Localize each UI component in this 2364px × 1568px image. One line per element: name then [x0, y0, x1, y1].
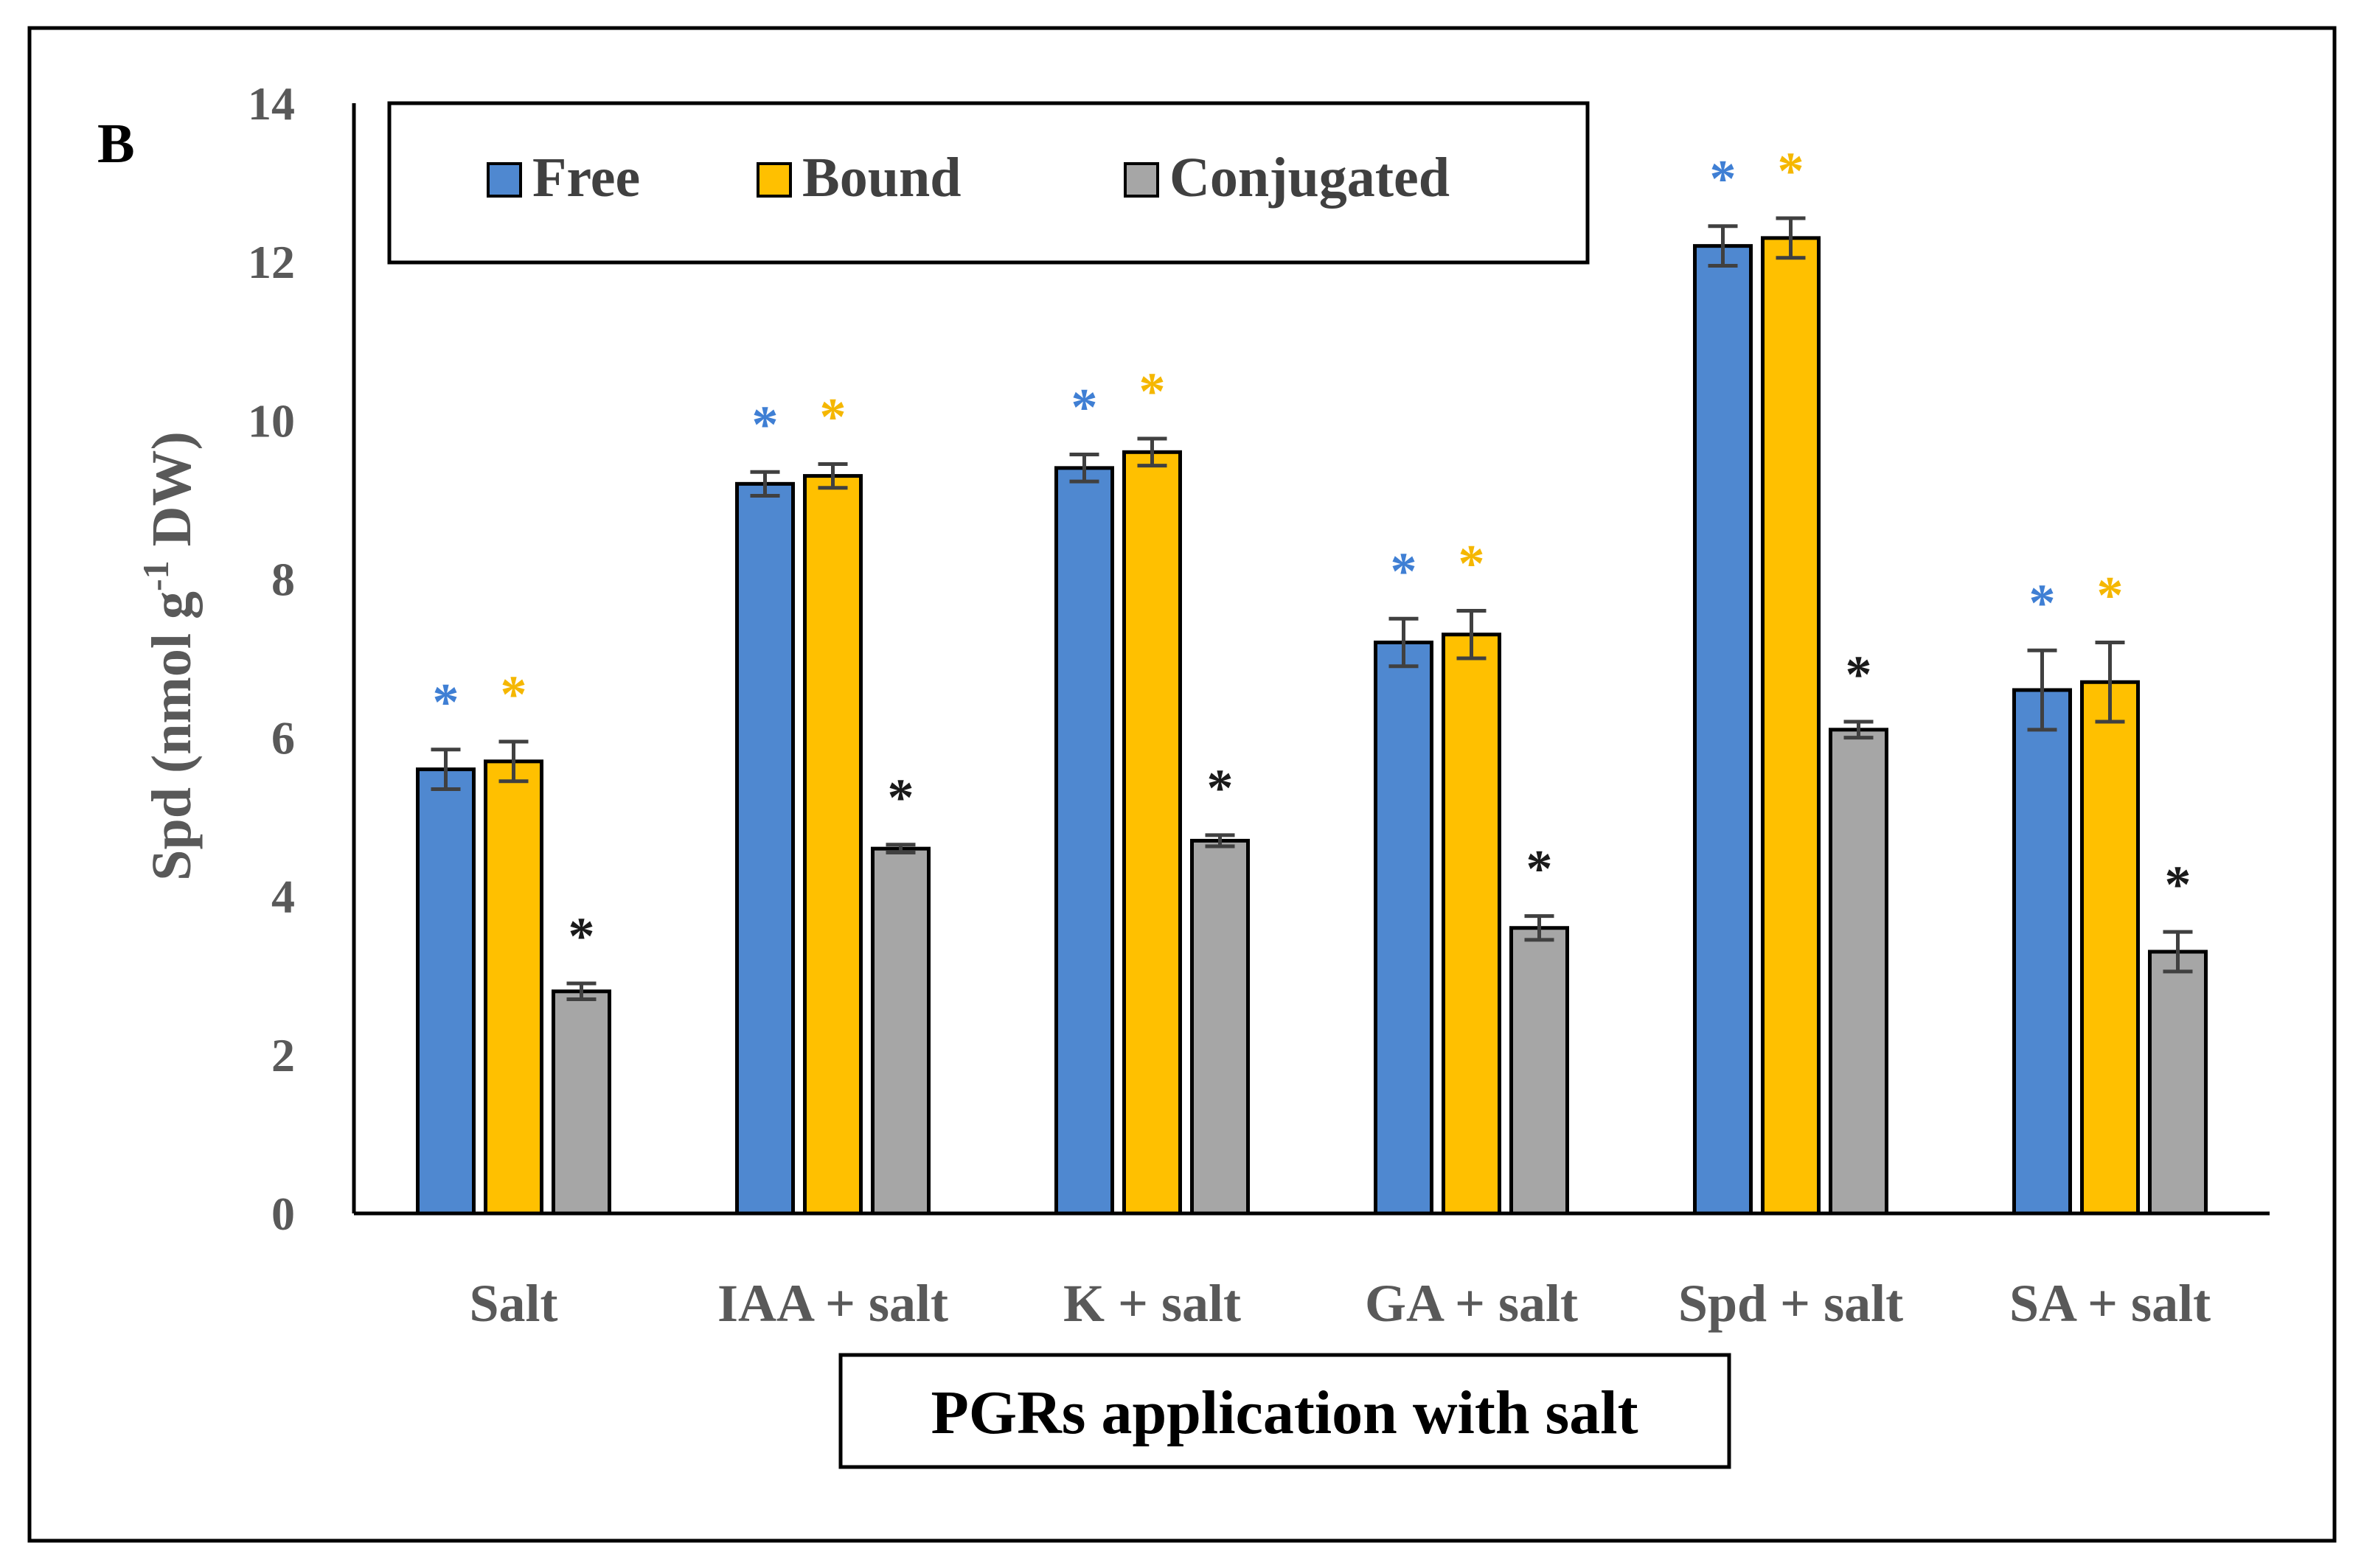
- significance-star: *: [1207, 759, 1234, 818]
- bar: [2080, 680, 2140, 1216]
- legend-label: Free: [532, 147, 640, 209]
- bar: [416, 767, 476, 1216]
- x-category-label: K + salt: [1063, 1274, 1241, 1333]
- x-category-label: Salt: [469, 1274, 557, 1333]
- category-labels: Salt IAA + salt K + salt GA + salt Spd + sal…: [469, 1274, 2211, 1333]
- y-ticks: 0 2 4 6 8 10 12 14: [248, 77, 295, 1240]
- bar: [871, 846, 931, 1216]
- significance-star: *: [1846, 645, 1872, 704]
- significance-star: *: [2165, 855, 2191, 914]
- bar: [1122, 450, 1182, 1216]
- significance-star: *: [752, 395, 779, 454]
- bar: [2012, 688, 2072, 1216]
- bar: [552, 989, 611, 1216]
- bar: [484, 759, 543, 1216]
- x-category-label: Spd + salt: [1678, 1274, 1903, 1333]
- y-axis-label-main: Spd (nmol g: [141, 591, 203, 881]
- y-tick-label: 12: [248, 236, 295, 288]
- significance-stars: * * * * * * * * * * * * * * * * * *: [433, 142, 2191, 966]
- y-tick-label: 0: [271, 1188, 295, 1240]
- panel-label: B: [97, 113, 135, 175]
- significance-star: *: [1778, 142, 1804, 201]
- y-tick-label: 6: [271, 712, 295, 764]
- y-tick-label: 2: [271, 1029, 295, 1081]
- bar: [1761, 236, 1821, 1216]
- significance-star: *: [1459, 534, 1485, 593]
- x-category-label: GA + salt: [1365, 1274, 1578, 1333]
- y-tick-label: 14: [248, 77, 295, 130]
- bar: [1190, 838, 1250, 1216]
- legend-swatch: [757, 162, 792, 198]
- x-axis-title-box: [838, 1353, 1731, 1469]
- y-tick-label: 4: [271, 871, 295, 923]
- bar: [1509, 926, 1569, 1216]
- bar: [803, 474, 863, 1216]
- bar: [735, 481, 795, 1216]
- significance-star: *: [569, 907, 595, 966]
- bar: [1693, 244, 1753, 1216]
- significance-star: *: [2029, 574, 2056, 633]
- bar: [1442, 633, 1501, 1216]
- bars: [416, 216, 2208, 1216]
- significance-star: *: [1710, 150, 1737, 209]
- y-axis-label-tail: DW): [141, 431, 203, 560]
- significance-star: *: [433, 673, 459, 732]
- x-axis-title: PGRs application with salt: [838, 1353, 1731, 1469]
- significance-star: *: [820, 387, 846, 446]
- legend-swatch: [1124, 162, 1159, 198]
- y-tick-label: 10: [248, 394, 295, 447]
- bar: [2148, 949, 2208, 1216]
- legend-swatch: [487, 162, 522, 198]
- significance-star: *: [501, 665, 527, 724]
- legend-box: [387, 101, 1590, 265]
- significance-star: *: [1139, 362, 1166, 421]
- significance-star: *: [888, 768, 914, 827]
- y-axis-label: Spd (nmol g-1 DW): [135, 431, 203, 881]
- y-tick-label: 8: [271, 553, 295, 605]
- significance-star: *: [2097, 565, 2124, 624]
- bar: [1054, 466, 1114, 1216]
- significance-star: *: [1391, 542, 1417, 601]
- x-category-label: SA + salt: [2009, 1274, 2211, 1333]
- bar: [1374, 640, 1433, 1216]
- significance-star: *: [1071, 378, 1098, 437]
- legend: Free Bound Conjugated: [387, 101, 1590, 265]
- y-axis-label-sup: -1: [135, 560, 176, 591]
- significance-star: *: [1526, 840, 1553, 899]
- x-category-label: IAA + salt: [717, 1274, 948, 1333]
- legend-label: Bound: [802, 147, 962, 209]
- legend-label: Conjugated: [1169, 147, 1450, 209]
- x-axis-label: PGRs application with salt: [931, 1379, 1638, 1447]
- bar: [1829, 728, 1888, 1216]
